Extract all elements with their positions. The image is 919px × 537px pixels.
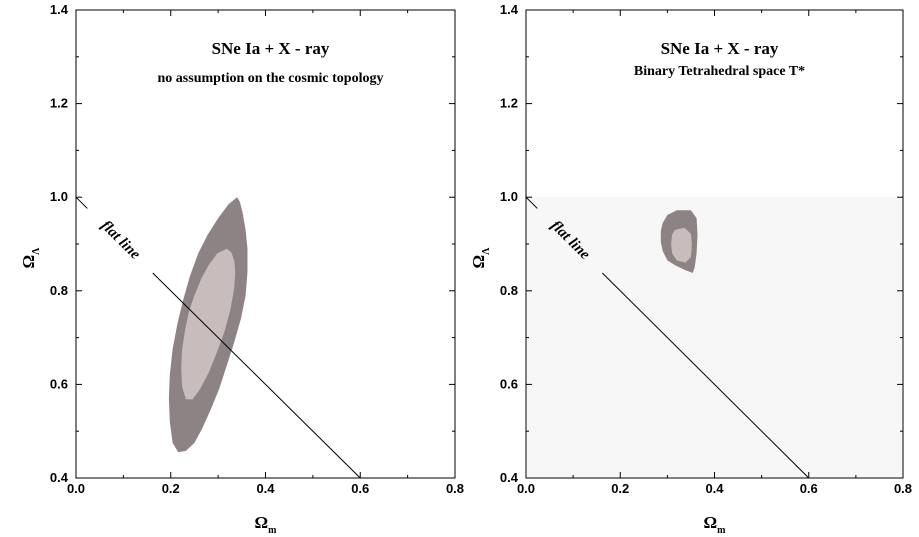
y-axis-label: ΩΛ <box>469 247 492 269</box>
x-tick-label: 0.0 <box>517 481 535 496</box>
flat-line-segment <box>152 272 361 479</box>
flat-line-label: flat line <box>98 218 144 263</box>
x-axis-symbol: Ω <box>704 513 718 532</box>
flat-line-segment <box>75 196 88 209</box>
y-tick-label: 1.2 <box>50 96 68 111</box>
y-tick-label: 1.2 <box>500 96 518 111</box>
confidence-region-inner <box>671 227 692 263</box>
y-tick-label: 0.6 <box>50 376 68 391</box>
y-tick-label: 1.0 <box>50 189 68 204</box>
y-tick-label: 0.6 <box>500 376 518 391</box>
x-axis-subscript: m <box>268 525 277 536</box>
y-axis-subscript: Λ <box>31 247 42 255</box>
x-tick-label: 0.4 <box>705 481 724 496</box>
y-tick-label: 0.8 <box>50 283 68 298</box>
x-tick-label: 0.8 <box>894 481 912 496</box>
x-tick-label: 0.6 <box>800 481 818 496</box>
x-tick-label: 0.6 <box>351 481 369 496</box>
y-axis-symbol: Ω <box>19 255 38 269</box>
shaded-region <box>527 197 902 477</box>
y-tick-label: 0.8 <box>500 283 518 298</box>
y-tick-label: 1.0 <box>500 189 518 204</box>
x-tick-label: 0.8 <box>446 481 464 496</box>
chart-subtitle: no assumption on the cosmic topology <box>158 71 384 86</box>
y-tick-label: 0.4 <box>50 470 69 485</box>
x-tick-label: 0.2 <box>611 481 629 496</box>
confidence-region-inner <box>181 248 236 400</box>
y-tick-label: 1.4 <box>50 2 69 17</box>
flat-line-segment <box>601 272 810 479</box>
x-axis-subscript: m <box>717 525 726 536</box>
y-tick-label: 1.4 <box>500 2 519 17</box>
panel-1: flat line 0.0 0.2 0.4 0.6 0.8 0.4 0.6 0.8 1.0 1.2 1… <box>19 2 464 536</box>
flat-line-segment <box>525 196 538 209</box>
y-axis-symbol: Ω <box>469 255 488 269</box>
x-axis-label: Ωm <box>255 513 278 536</box>
chart-title: SNe Ia + X - ray <box>661 39 779 58</box>
x-tick-label: 0.4 <box>256 481 275 496</box>
y-axis-subscript: Λ <box>481 247 492 255</box>
chart-subtitle: Binary Tetrahedral space T* <box>634 64 805 79</box>
x-tick-label: 0.0 <box>67 481 85 496</box>
x-axis-label: Ωm <box>704 513 727 536</box>
x-tick-label: 0.2 <box>162 481 180 496</box>
y-tick-label: 0.4 <box>500 470 519 485</box>
y-axis-label: ΩΛ <box>19 247 42 269</box>
x-axis-symbol: Ω <box>255 513 269 532</box>
chart-title: SNe Ia + X - ray <box>212 39 330 58</box>
